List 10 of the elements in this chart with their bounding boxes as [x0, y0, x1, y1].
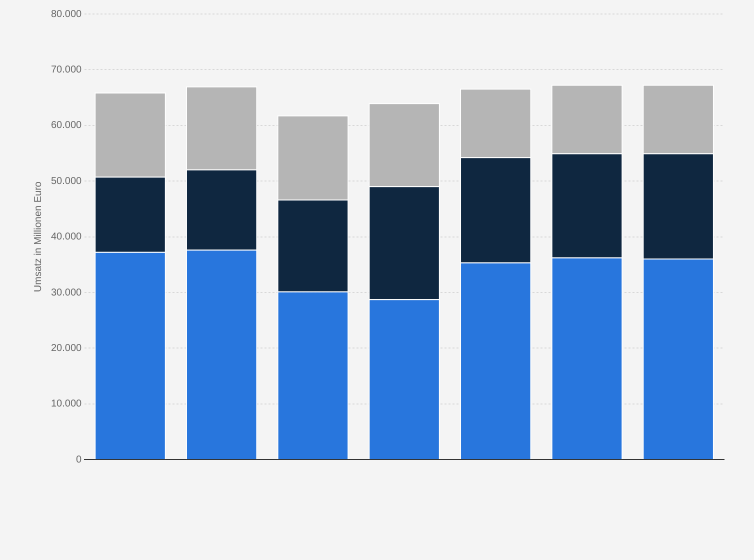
y-tick-label: 70.000: [50, 64, 82, 76]
y-tick-label: 0: [76, 454, 82, 466]
y-axis-title: Umsatz in Millionen Euro: [32, 181, 44, 292]
y-tick-label: 50.000: [50, 176, 82, 187]
y-tick-label: 20.000: [50, 342, 82, 354]
y-tick-label: 60.000: [50, 120, 82, 132]
y-tick-label: 30.000: [50, 287, 82, 298]
y-tick-label: 10.000: [50, 398, 82, 410]
y-tick-label: 40.000: [50, 232, 82, 243]
y-tick-label: 80.000: [50, 8, 82, 20]
